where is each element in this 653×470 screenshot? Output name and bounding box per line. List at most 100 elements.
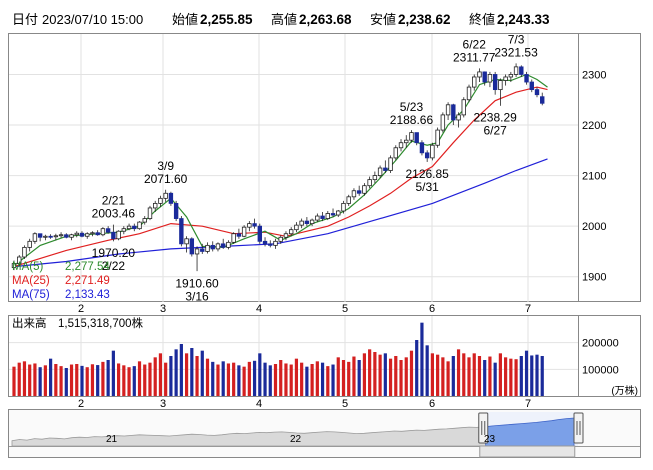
volume-bar (409, 350, 414, 396)
volume-bar (237, 365, 241, 396)
candle (341, 200, 346, 214)
candle-body (173, 202, 179, 219)
candle (121, 226, 127, 235)
candle (451, 103, 456, 126)
candle (100, 227, 106, 237)
candle (69, 233, 74, 241)
candle-body (299, 220, 304, 226)
candle-body (153, 202, 158, 209)
volume-bar (441, 357, 445, 396)
candle (508, 71, 514, 83)
volume-bar (268, 365, 272, 396)
candle (205, 242, 210, 254)
candle-body (356, 190, 362, 194)
volume-bar (28, 364, 32, 396)
candle-body (95, 232, 100, 236)
price-tick-label: 2300 (582, 69, 606, 81)
volume-bar (137, 361, 142, 396)
candle-body (435, 129, 440, 146)
candle-body (205, 244, 210, 252)
volume-bar (17, 362, 21, 396)
candle-body (346, 196, 351, 204)
volume-bar (530, 355, 534, 396)
volume-bar (69, 364, 74, 396)
candle-body (220, 243, 226, 248)
candle (519, 65, 524, 77)
candle (367, 176, 372, 189)
candle-body (116, 230, 121, 240)
volume-bar (483, 360, 487, 396)
volume-bar (383, 353, 387, 396)
candle (32, 232, 38, 244)
candle (383, 160, 388, 174)
price-annotation: 2238.29 (473, 111, 517, 125)
candle-body (273, 240, 278, 246)
candle (435, 127, 440, 148)
candle (372, 171, 378, 184)
volume-bar (436, 354, 440, 396)
volume-bar (388, 358, 393, 396)
volume-bar (247, 361, 251, 396)
candle-body (461, 99, 466, 116)
volume-bar (59, 366, 63, 396)
candle (477, 68, 482, 83)
candle (173, 200, 179, 222)
volume-bar (509, 358, 513, 396)
high-label: 高値 (271, 12, 297, 27)
candle-body (309, 219, 315, 225)
candle (377, 165, 383, 179)
volume-bar (153, 357, 157, 396)
open-label: 始値 (172, 12, 198, 27)
volume-bar (462, 353, 466, 396)
volume-bars (12, 322, 544, 396)
price-annotation: 2/22 (102, 259, 126, 273)
volume-bar (101, 361, 105, 396)
legend-ma25-value: 2,271.49 (65, 275, 110, 287)
candle-body (393, 147, 398, 159)
month-tick-label: 3 (160, 303, 166, 315)
volume-bar (232, 362, 236, 396)
volume-value: 1,515,318,700株 (58, 316, 144, 330)
candle (283, 231, 289, 241)
candle-body (367, 179, 372, 187)
candle-body (492, 74, 498, 91)
candle-body (32, 233, 38, 242)
volume-bar (399, 360, 403, 396)
candle (472, 74, 477, 91)
volume-bar (488, 356, 492, 396)
date-value: 2023/07/10 15:00 (42, 12, 143, 27)
candle (309, 218, 315, 227)
price-annotation: 2003.46 (92, 206, 136, 220)
volume-bar (336, 357, 340, 396)
candle-body (147, 207, 153, 219)
candle-body (142, 218, 147, 223)
volume-bar (331, 364, 335, 396)
candle (424, 150, 430, 162)
candle-body (215, 243, 221, 250)
candle (79, 231, 85, 238)
candle (142, 216, 147, 225)
volume-bar (164, 362, 168, 396)
month-tick-label: 6 (429, 398, 435, 410)
volume-bar (524, 350, 529, 396)
candle-body (440, 114, 446, 131)
candle (487, 71, 493, 88)
candle (409, 130, 414, 143)
price-axis-ticks: 1900 2000 2100 2200 2300 (582, 69, 606, 283)
candle-body (85, 233, 90, 237)
volume-bar (221, 361, 225, 396)
price-annotation: 6/22 (463, 38, 487, 52)
month-tick-label: 2 (78, 303, 84, 315)
candle-body (168, 192, 174, 204)
volume-tick-label: 200000 (582, 338, 619, 350)
price-tick-label: 1900 (582, 272, 606, 284)
volume-bar (540, 356, 544, 396)
candle-body (37, 233, 43, 238)
candle (85, 232, 90, 239)
navigator[interactable] (9, 412, 640, 458)
volume-bar (252, 360, 257, 396)
month-tick-label: 2 (78, 398, 84, 410)
candle-body (362, 185, 367, 194)
volume-bar (122, 365, 126, 396)
candle (524, 71, 529, 85)
